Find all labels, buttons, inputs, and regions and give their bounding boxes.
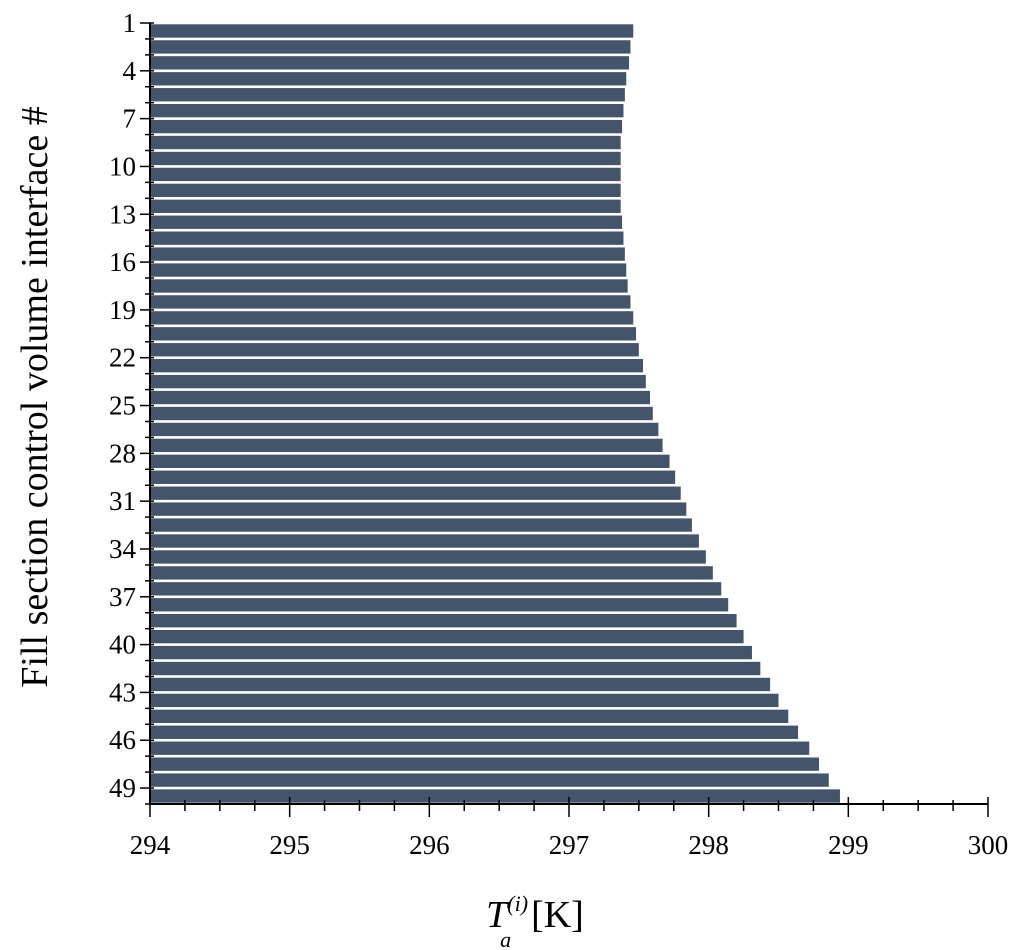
y-tick-label-34: 34 (109, 534, 137, 564)
bar-20 (150, 327, 637, 341)
bar-41 (150, 661, 761, 676)
x-axis-title-symbol: T (486, 894, 510, 936)
bar-24 (150, 390, 651, 405)
x-axis-ticks (149, 797, 989, 817)
y-tick-label-25: 25 (109, 391, 136, 421)
y-tick-label-37: 37 (109, 582, 136, 612)
bar-32 (150, 518, 692, 532)
bar-42 (150, 677, 771, 692)
bar-6 (150, 103, 624, 118)
bar-18 (150, 295, 631, 309)
x-tick-label-298: 298 (688, 830, 729, 860)
bar-44 (150, 709, 789, 724)
y-tick-label-28: 28 (109, 438, 136, 468)
bar-43 (150, 693, 779, 708)
y-tick-label-19: 19 (109, 295, 136, 325)
bar-27 (150, 438, 663, 453)
bar-31 (150, 502, 687, 516)
x-tick-label-300: 300 (968, 830, 1009, 860)
y-tick-label-22: 22 (109, 343, 136, 373)
x-tick-label-299: 299 (828, 830, 869, 860)
bar-5 (150, 88, 625, 102)
x-tick-label-295: 295 (269, 830, 310, 860)
y-tick-label-49: 49 (109, 773, 136, 803)
bar-3 (150, 56, 630, 70)
y-tick-label-31: 31 (109, 486, 136, 516)
bar-45 (150, 725, 799, 739)
x-axis-title-unit: [K] (531, 894, 584, 936)
bar-34 (150, 550, 706, 564)
bar-29 (150, 470, 676, 484)
bar-2 (150, 40, 631, 54)
y-tick-label-10: 10 (109, 151, 136, 181)
bar-37 (150, 598, 729, 612)
bar-14 (150, 231, 624, 245)
bar-7 (150, 119, 623, 134)
y-tick-label-7: 7 (123, 104, 137, 134)
bar-15 (150, 247, 625, 261)
bar-16 (150, 263, 627, 277)
bar-36 (150, 582, 722, 596)
y-axis-title: Fill section control volume interface # (14, 106, 56, 687)
bar-1 (150, 24, 634, 38)
bar-40 (150, 645, 752, 660)
bar-38 (150, 614, 737, 628)
bar-12 (150, 199, 621, 213)
y-axis-ticks (140, 22, 154, 805)
y-tick-label-13: 13 (109, 199, 136, 229)
bar-46 (150, 741, 810, 755)
bar-35 (150, 566, 713, 580)
bar-30 (150, 486, 681, 500)
y-tick-label-43: 43 (109, 677, 136, 707)
bars-group (150, 24, 840, 803)
bar-17 (150, 279, 628, 293)
bar-47 (150, 757, 819, 771)
bar-9 (150, 151, 621, 166)
bar-39 (150, 629, 744, 644)
bar-25 (150, 406, 653, 421)
x-tick-label-297: 297 (549, 830, 590, 860)
x-axis-title-subscript: a (500, 927, 511, 950)
y-tick-label-1: 1 (123, 8, 137, 38)
bar-8 (150, 135, 621, 150)
y-axis-tick-labels: 1 4 7 10 13 16 19 22 25 28 31 34 37 40 43 46 49 (109, 8, 137, 803)
x-axis-tick-labels: 294 295 296 297 298 299 300 (130, 830, 1009, 860)
y-tick-label-40: 40 (109, 630, 136, 660)
x-axis-title-superscript: (i) (507, 891, 528, 916)
bar-10 (150, 167, 621, 182)
bar-19 (150, 311, 634, 325)
bar-33 (150, 534, 699, 548)
bar-48 (150, 773, 829, 787)
bar-23 (150, 374, 646, 389)
bar-4 (150, 72, 627, 86)
bar-26 (150, 422, 659, 437)
bar-28 (150, 454, 670, 468)
x-axis-title: T(i) a [K] (486, 891, 584, 950)
bar-13 (150, 215, 623, 229)
y-tick-label-4: 4 (123, 56, 137, 86)
bar-22 (150, 359, 644, 373)
x-tick-label-294: 294 (130, 830, 171, 860)
y-tick-label-16: 16 (109, 247, 136, 277)
y-tick-label-46: 46 (109, 725, 136, 755)
bar-49 (150, 789, 840, 803)
x-tick-label-296: 296 (409, 830, 450, 860)
bar-11 (150, 183, 621, 198)
bar-21 (150, 343, 639, 357)
